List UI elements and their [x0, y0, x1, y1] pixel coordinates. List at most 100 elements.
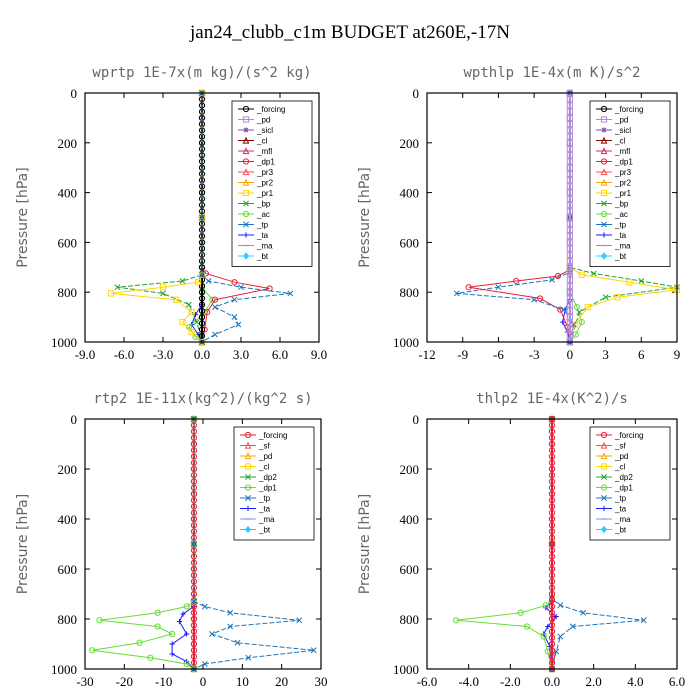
legend-label: _cl — [614, 137, 625, 146]
data-point — [566, 270, 573, 277]
legend-box — [231, 100, 313, 267]
x-tick-label: 9 — [674, 347, 681, 362]
data-point — [566, 102, 573, 109]
legend-marker — [243, 232, 249, 238]
data-point — [198, 314, 206, 321]
data-point — [553, 613, 559, 620]
legend-label: _cl — [258, 463, 269, 472]
legend-label: _mfl — [256, 147, 272, 156]
data-point — [453, 617, 460, 624]
data-point — [548, 634, 556, 641]
data-point — [566, 164, 573, 171]
y-tick-label: 600 — [400, 562, 420, 577]
data-point — [548, 472, 556, 479]
x-tick-label: 2.0 — [586, 674, 602, 689]
data-point — [549, 276, 555, 283]
y-tick-label: 200 — [58, 462, 78, 477]
y-axis-label: Pressure [hPa] — [15, 167, 31, 267]
y-tick-label: 1000 — [393, 335, 419, 350]
data-point — [566, 226, 573, 234]
data-point — [114, 284, 121, 291]
legend-marker — [242, 158, 250, 165]
data-point — [560, 319, 566, 325]
legend-label: _ma — [256, 242, 273, 251]
data-point — [160, 290, 166, 297]
data-point — [572, 331, 579, 338]
legend-marker — [244, 441, 252, 449]
data-point — [590, 270, 597, 277]
data-point — [548, 509, 556, 516]
data-point — [548, 540, 556, 548]
data-point — [566, 326, 573, 333]
data-point — [566, 332, 573, 339]
data-point — [179, 278, 186, 284]
data-point — [542, 602, 549, 609]
data-point — [190, 647, 198, 654]
data-point — [169, 651, 175, 657]
legend-marker — [243, 127, 249, 133]
y-axis-label: Pressure [hPa] — [357, 494, 373, 594]
data-point — [199, 214, 205, 221]
y-tick-label: 0 — [413, 86, 420, 101]
data-point — [580, 609, 587, 616]
data-point — [548, 490, 556, 498]
data-point — [231, 314, 238, 321]
data-point — [560, 306, 567, 313]
data-point — [584, 304, 591, 311]
data-point — [566, 139, 573, 146]
legend-label: _ta — [256, 231, 269, 240]
data-point — [198, 289, 206, 296]
chart-panel-3: rtp2 1E-11x(kg^2)/(kg^2 s) Pressure [hPa]… — [15, 391, 328, 689]
data-point — [183, 603, 190, 610]
data-point — [566, 301, 573, 308]
data-point — [201, 661, 208, 667]
series-line-tp — [456, 93, 574, 343]
legend: _forcing _pd_sicl _cl_mfl _dp1_pr3 _pr2_pr1 _… — [589, 100, 671, 267]
data-point — [566, 239, 573, 246]
data-point — [557, 633, 564, 640]
panel-title: wprtp 1E-7x(m kg)/(s^2 kg) — [92, 65, 311, 81]
legend-label: _pr3 — [614, 168, 632, 177]
legend-marker — [600, 452, 608, 460]
legend-marker — [242, 189, 250, 197]
legend-label: _forcing — [614, 431, 643, 440]
x-tick-label: 0.0 — [544, 674, 560, 689]
data-point — [548, 484, 556, 491]
y-tick-label: 400 — [58, 186, 78, 201]
data-point — [566, 289, 573, 296]
legend-label: _mfl — [614, 147, 630, 156]
x-tick-label: -10 — [155, 674, 172, 689]
data-point — [89, 647, 96, 654]
data-point — [198, 282, 206, 290]
legend-label: _tp — [256, 221, 269, 230]
data-point — [566, 276, 573, 283]
data-point — [190, 622, 198, 629]
data-point — [159, 284, 167, 291]
legend-label: _dp1 — [614, 484, 633, 493]
data-point — [548, 559, 556, 566]
data-point — [169, 641, 175, 647]
series-line-dp1 — [92, 419, 195, 670]
x-tick-label: -30 — [76, 674, 93, 689]
data-point — [566, 201, 573, 209]
data-point — [548, 597, 556, 604]
legend-label: _ta — [614, 505, 627, 514]
data-point — [245, 654, 252, 661]
x-tick-label: 6.0 — [272, 347, 288, 362]
data-point — [566, 127, 573, 134]
legend-label: _cl — [256, 137, 267, 146]
data-point — [198, 320, 206, 327]
data-point — [287, 290, 294, 297]
plot-frame — [84, 92, 320, 343]
legend-label: _ma — [258, 515, 275, 524]
figure-title: jan24_clubb_c1m BUDGET at260E,-17N — [189, 22, 510, 43]
legend-marker — [600, 147, 608, 155]
data-point — [198, 326, 206, 333]
x-tick-label: -6.0 — [417, 674, 438, 689]
x-tick-label: -12 — [418, 347, 435, 362]
legend-label: _sicl — [614, 126, 631, 135]
data-point — [540, 633, 547, 640]
data-point — [227, 623, 234, 630]
y-tick-label: 400 — [400, 186, 420, 201]
